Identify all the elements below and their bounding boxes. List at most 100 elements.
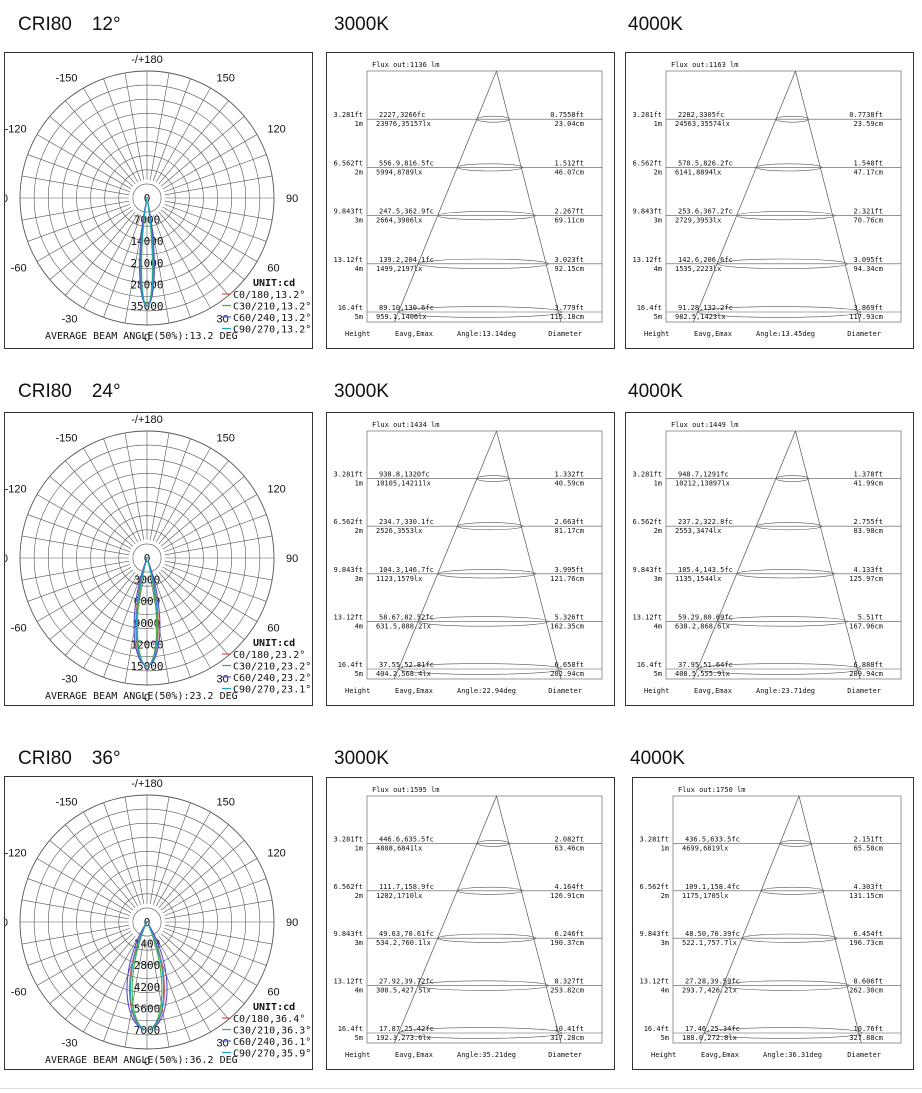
illuminance-fc: 37.55,52.81fc <box>379 661 434 669</box>
illuminance-lx: 23976,35157lx <box>376 120 431 128</box>
diameter-cm: 23.59cm <box>853 120 883 128</box>
polar-radial-line <box>152 575 191 678</box>
illuminance-lx: 534.2,760.1lx <box>376 939 431 947</box>
illuminance-lx: 5994,8789lx <box>376 168 422 176</box>
height-m: 3m <box>654 217 662 225</box>
height-m: 3m <box>654 575 662 583</box>
height-ft: 9.843ft <box>333 566 363 574</box>
height-ft: 13.12ft <box>333 978 363 986</box>
illuminance-fc: 234.7,330.1fc <box>379 518 434 526</box>
beam-angle-label: 36° <box>91 748 121 769</box>
polar-radial-line <box>162 566 258 622</box>
beam-spot-ellipse <box>697 306 861 318</box>
polar-radial-line <box>27 203 130 242</box>
cct-heading: 4000K <box>628 381 683 402</box>
diameter-ft: 1.332ft <box>554 471 584 479</box>
height-m: 3m <box>355 939 363 947</box>
height-ft: 3.281ft <box>639 835 669 843</box>
polar-angle-label: -/+180 <box>131 414 163 426</box>
polar-intensity-label: 5600 <box>134 1002 161 1015</box>
illuminance-fc: 27.92,39.72fc <box>379 978 434 986</box>
polar-radial-line <box>165 175 273 196</box>
cct-heading: 3000K <box>334 381 389 402</box>
cct-heading: 3000K <box>334 14 389 35</box>
height-m: 1m <box>661 844 669 852</box>
polar-radial-line <box>152 78 191 181</box>
height-ft: 13.12ft <box>333 613 363 621</box>
illuminance-lx: 2526,3553lx <box>376 527 422 535</box>
diameter-ft: 2.082ft <box>554 835 584 843</box>
polar-radial-line <box>103 78 142 181</box>
polar-radial-line <box>165 899 273 920</box>
illuminance-fc: 111.7,158.9fc <box>379 883 434 891</box>
diameter-ft: 2.267ft <box>554 208 584 216</box>
illuminance-fc: 58.67,82.52fc <box>379 613 434 621</box>
illuminance-fc: 17.87,25.42fc <box>379 1025 434 1033</box>
diameter-cm: 262.30cm <box>849 987 883 995</box>
column-diameter: Diameter <box>548 1051 582 1059</box>
illuminance-fc: 104.3,146.7fc <box>379 566 434 574</box>
legend-entry: C60/240,13.2° <box>233 313 311 324</box>
polar-radial-line <box>65 460 136 545</box>
column-diameter: Diameter <box>847 687 881 695</box>
illuminance-fc: 37.95,51.64fc <box>678 661 733 669</box>
column-height: Height <box>651 1051 676 1059</box>
polar-radial-line <box>158 571 229 656</box>
cone-edge <box>693 430 796 680</box>
height-ft: 9.843ft <box>333 930 363 938</box>
flux-output: Flux out:1449 lm <box>671 421 738 429</box>
diameter-cm: 209.94cm <box>849 670 883 678</box>
polar-radial-line <box>83 213 139 309</box>
height-ft: 6.562ft <box>639 883 669 891</box>
cone-edge <box>394 70 497 323</box>
unit-label: UNIT:cd <box>253 638 295 649</box>
height-ft: 6.562ft <box>632 159 662 167</box>
cone-edge <box>394 795 497 1044</box>
illuminance-fc: 142.6,206.6fc <box>678 256 733 264</box>
polar-angle-label: 0 <box>144 692 150 704</box>
beam-spot-ellipse <box>775 475 809 482</box>
beam-spot-ellipse <box>717 616 848 627</box>
cri-label: CRI80 <box>18 381 72 402</box>
column-eavg: Eavg,Emax <box>694 687 732 695</box>
polar-angle-label: 0 <box>144 332 150 344</box>
polar-radial-line <box>27 514 130 553</box>
illuminance-lx: 959.1,1406lx <box>376 313 427 321</box>
beam-spot-ellipse <box>760 886 825 895</box>
polar-radial-line <box>155 447 211 543</box>
column-diameter: Diameter <box>847 1051 881 1059</box>
section-heading: CRI80 36° <box>18 748 121 770</box>
illuminance-lx: 1499,2197lx <box>376 265 422 273</box>
polar-intensity-label: 9000 <box>134 617 161 630</box>
legend-entry: C30/210,36.3° <box>233 1026 311 1037</box>
beam-spot-ellipse <box>476 115 510 123</box>
illuminance-lx: 10212,13897lx <box>675 480 730 488</box>
cone-angle-label: Angle:13.14deg <box>457 330 516 338</box>
polar-angle-label: 60 <box>267 987 279 999</box>
polar-radial-line <box>83 811 139 907</box>
height-ft: 16.4ft <box>644 1025 669 1033</box>
illuminance-fc: 2282,3305fc <box>678 111 724 119</box>
polar-radial-line <box>21 200 129 221</box>
diameter-cm: 63.46cm <box>554 844 584 852</box>
illuminance-fc: 237.2,322.8fc <box>678 518 733 526</box>
beam-spot-ellipse <box>736 211 835 221</box>
column-height: Height <box>644 687 669 695</box>
diameter-cm: 121.76cm <box>550 575 584 583</box>
illuminance-fc: 446.6,635.5fc <box>379 835 434 843</box>
column-height: Height <box>345 1051 370 1059</box>
illuminance-lx: 192.3,273.6lx <box>376 1034 431 1042</box>
illuminance-cone-panel: Flux out:1449 lm 3.281ft 1m 948.7,1291fc 102… <box>625 412 914 706</box>
diameter-ft: 8.327ft <box>554 978 584 986</box>
polar-angle-label: -120 <box>5 124 27 136</box>
legend-entry: C30/210,13.2° <box>233 302 311 313</box>
cct-heading: 4000K <box>630 748 685 769</box>
polar-radial-line <box>149 216 170 324</box>
polar-angle-label: -30 <box>62 1037 78 1049</box>
polar-angle-label: -/+180 <box>131 778 163 790</box>
height-m: 1m <box>355 844 363 852</box>
